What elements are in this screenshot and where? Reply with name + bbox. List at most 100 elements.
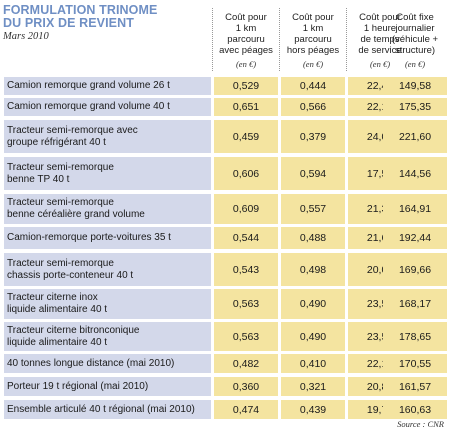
value-cell: 0,490 xyxy=(281,322,345,351)
vehicle-label: Tracteur semi-remorque chassis porte-cont… xyxy=(4,253,211,286)
value-cell: 0,543 xyxy=(214,253,278,286)
column-header-text: de temps xyxy=(360,34,400,45)
table-row: 40 tonnes longue distance (mai 2010) 0,48… xyxy=(4,354,447,373)
table-row: Porteur 19 t régional (mai 2010) 0,360 0,3… xyxy=(4,377,447,396)
value-cell: 0,557 xyxy=(281,194,345,224)
column-header-text: hors péages xyxy=(286,45,340,56)
vehicle-label-line: Tracteur semi-remorque xyxy=(7,257,114,269)
column-header-2: Coût pour 1 km parcouru hors péages (en €) xyxy=(281,12,345,70)
value-cell: 169,66 xyxy=(383,253,447,286)
vehicle-label: Tracteur citerne bitronconique liquide al… xyxy=(4,322,211,351)
value-cell: 168,17 xyxy=(383,289,447,319)
value-cell: 0,594 xyxy=(281,157,345,190)
column-header-text: Coût pour xyxy=(292,12,334,23)
column-header-text: 1 heure xyxy=(363,23,397,34)
vehicle-label-line: Ensemble articulé 40 t régional (mai 201… xyxy=(7,403,195,415)
value-cell: 0,482 xyxy=(214,354,278,373)
header-separator xyxy=(346,8,347,71)
value-cell: 0,563 xyxy=(214,322,278,351)
table-subtitle: Mars 2010 xyxy=(3,31,49,42)
table-row: Tracteur semi-remorque chassis porte-cont… xyxy=(4,253,447,286)
column-header-text: parcouru xyxy=(227,34,265,45)
vehicle-label-line: Camion-remorque porte-voitures 35 t xyxy=(7,232,171,243)
value-cell: 221,60 xyxy=(383,120,447,153)
table-title-line-1: FORMULATION TRINOME xyxy=(3,3,158,17)
vehicle-label: Tracteur semi-remorque benne TP 40 t xyxy=(4,157,211,190)
column-header-3: Coût pour 1 heure de temps de service (en €) xyxy=(348,12,412,70)
vehicle-label-line: chassis porte-conteneur 40 t xyxy=(7,269,134,281)
table-row: Tracteur semi-remorque avec groupe réfrig… xyxy=(4,120,447,153)
vehicle-label: Camion remorque grand volume 26 t xyxy=(4,77,211,95)
vehicle-label: Camion-remorque porte-voitures 35 t xyxy=(4,227,211,249)
vehicle-label: Camion remorque grand volume 40 t xyxy=(4,98,211,116)
value-cell: 0,321 xyxy=(281,377,345,396)
column-header-text: 1 km xyxy=(302,23,324,34)
column-header-text: parcouru xyxy=(294,34,332,45)
value-cell: 0,606 xyxy=(214,157,278,190)
vehicle-label-line: benne TP 40 t xyxy=(7,173,70,185)
table-row: Tracteur citerne inox liquide alimentaire… xyxy=(4,289,447,319)
value-cell: 0,379 xyxy=(281,120,345,153)
vehicle-label-line: Tracteur semi-remorque xyxy=(7,161,114,173)
value-cell: 0,360 xyxy=(214,377,278,396)
vehicle-label-line: Tracteur semi-remorque xyxy=(7,197,114,208)
column-header-text: avec péages xyxy=(219,45,273,56)
value-cell: 0,544 xyxy=(214,227,278,249)
header-separator xyxy=(279,8,280,71)
column-header-4: Coût fixe journalier (véhicule + structure)… xyxy=(383,12,447,70)
value-cell: 0,651 xyxy=(214,98,278,116)
column-header-text: Coût pour xyxy=(225,12,267,23)
value-cell: 160,63 xyxy=(383,400,447,419)
table-row: Camion remorque grand volume 26 t 0,529 0,… xyxy=(4,77,447,95)
value-cell: 0,563 xyxy=(214,289,278,319)
value-cell: 164,91 xyxy=(383,194,447,224)
value-cell: 0,529 xyxy=(214,77,278,95)
value-cell: 161,57 xyxy=(383,377,447,396)
value-cell: 144,56 xyxy=(383,157,447,190)
value-cell: 192,44 xyxy=(383,227,447,249)
header-separator xyxy=(212,8,213,71)
value-cell: 178,65 xyxy=(383,322,447,351)
table-row: Camion remorque grand volume 40 t 0,651 0,… xyxy=(4,98,447,116)
table-row: Ensemble articulé 40 t régional (mai 201… xyxy=(4,400,447,419)
value-cell: 0,488 xyxy=(281,227,345,249)
vehicle-label-line: liquide alimentaire 40 t xyxy=(7,304,108,315)
column-header-1: Coût pour 1 km parcouru avec péages (en €) xyxy=(214,12,278,70)
column-unit: (en €) xyxy=(235,59,257,69)
value-cell: 170,55 xyxy=(383,354,447,373)
vehicle-label: Tracteur semi-remorque avec groupe réfrig… xyxy=(4,120,211,153)
value-cell: 149,58 xyxy=(383,77,447,95)
value-cell: 175,35 xyxy=(383,98,447,116)
value-cell: 0,439 xyxy=(281,400,345,419)
vehicle-label-line: Camion remorque grand volume 26 t xyxy=(7,80,170,91)
vehicle-label: Ensemble articulé 40 t régional (mai 201… xyxy=(4,400,211,419)
value-cell: 0,474 xyxy=(214,400,278,419)
table-title-line-2: DU PRIX DE REVIENT xyxy=(3,16,134,30)
vehicle-label-line: 40 tonnes longue distance (mai 2010) xyxy=(7,357,175,369)
vehicle-label-line: liquide alimentaire 40 t xyxy=(7,336,108,348)
vehicle-label-line: Porteur 19 t régional (mai 2010) xyxy=(7,380,149,392)
column-header-text: journalier xyxy=(395,23,435,34)
vehicle-label: 40 tonnes longue distance (mai 2010) xyxy=(4,354,211,373)
column-unit: (en €) xyxy=(369,59,391,69)
table-row: Camion-remorque porte-voitures 35 t 0,544… xyxy=(4,227,447,249)
vehicle-label-line: Tracteur citerne inox xyxy=(7,292,98,303)
column-header-text: Coût fixe xyxy=(396,12,434,23)
column-header-text: structure) xyxy=(394,45,436,56)
vehicle-label-line: groupe réfrigérant 40 t xyxy=(7,136,106,148)
value-cell: 0,444 xyxy=(281,77,345,95)
table-row: Tracteur semi-remorque benne TP 40 t 0,606… xyxy=(4,157,447,190)
table-row: Tracteur citerne bitronconique liquide al… xyxy=(4,322,447,351)
column-header-text: 1 km xyxy=(235,23,257,34)
vehicle-label-line: Camion remorque grand volume 40 t xyxy=(7,101,170,112)
value-cell: 0,459 xyxy=(214,120,278,153)
vehicle-label-line: Tracteur citerne bitronconique xyxy=(7,324,140,336)
vehicle-label-line: benne céréalière grand volume xyxy=(7,209,145,220)
column-header-text: Coût pour xyxy=(359,12,401,23)
table-row: Tracteur semi-remorque benne céréalière g… xyxy=(4,194,447,224)
vehicle-label: Tracteur citerne inox liquide alimentaire… xyxy=(4,289,211,319)
column-unit: (en €) xyxy=(404,59,426,69)
title-block: FORMULATION TRINOME DU PRIX DE REVIENT M… xyxy=(3,3,208,43)
value-cell: 0,566 xyxy=(281,98,345,116)
value-cell: 0,490 xyxy=(281,289,345,319)
